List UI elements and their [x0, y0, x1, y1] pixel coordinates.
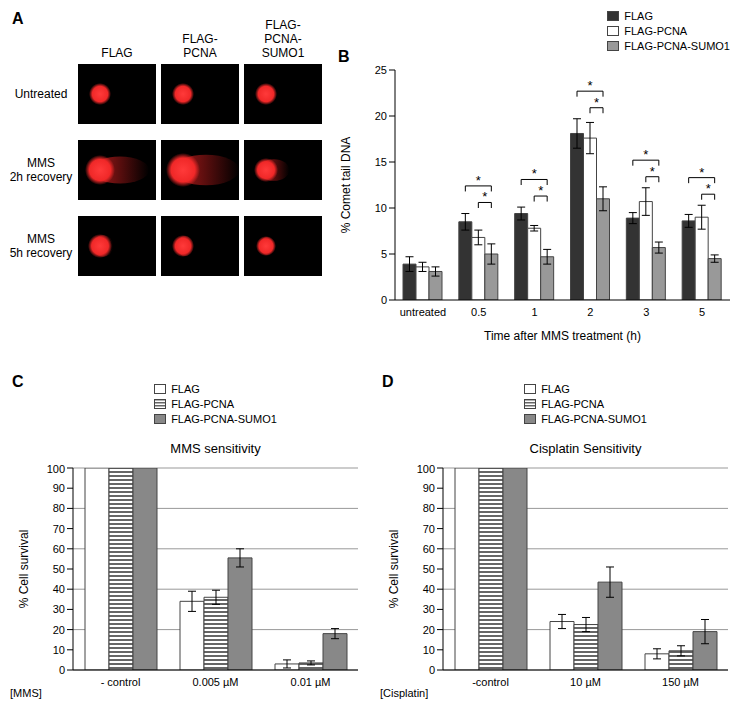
html-text:FLAG-PCNA: FLAG-PCNA [541, 397, 605, 410]
svg-text:70: 70 [53, 523, 65, 535]
svg-text:30: 30 [53, 603, 65, 615]
svg-text:150 µM: 150 µM [662, 676, 699, 688]
html-text:FLAG: FLAG [101, 46, 133, 60]
html-text:FLAG-PCNA-SUMO1: FLAG-PCNA-SUMO1 [171, 412, 277, 425]
html-text:2h recovery: 2h recovery [9, 170, 73, 184]
svg-text:60: 60 [423, 543, 435, 555]
html-text:PCNA: PCNA [183, 46, 217, 60]
html-text:FLAG-PCNA: FLAG-PCNA [624, 24, 688, 37]
html-text:MMS sensitivity: MMS sensitivity [170, 441, 261, 456]
svg-text:80: 80 [423, 502, 435, 514]
html-text:5h recovery: 5h recovery [9, 246, 73, 260]
svg-text:10: 10 [53, 644, 65, 656]
svg-text:*: * [482, 189, 487, 204]
svg-text:20: 20 [53, 624, 65, 636]
html-text:A: A [12, 10, 24, 27]
html-text:Untreated: Untreated [14, 87, 68, 101]
svg-text:3: 3 [643, 306, 649, 318]
svg-text:20: 20 [423, 624, 435, 636]
svg-text:*: * [643, 147, 648, 162]
svg-text:- control: - control [101, 676, 141, 688]
svg-text:5: 5 [699, 306, 705, 318]
svg-text:1: 1 [532, 306, 538, 318]
svg-text:*: * [587, 78, 592, 93]
svg-text:*: * [699, 165, 704, 180]
svg-text:30: 30 [423, 603, 435, 615]
html-text:PCNA-SUMO1: PCNA-SUMO1 [261, 32, 305, 60]
svg-text:0.01 µM: 0.01 µM [291, 676, 331, 688]
svg-text:40: 40 [423, 583, 435, 595]
svg-text:0.5: 0.5 [471, 306, 486, 318]
svg-text:90: 90 [53, 482, 65, 494]
svg-text:10: 10 [423, 644, 435, 656]
svg-text:25: 25 [375, 64, 387, 76]
html-text:MMS: MMS [27, 156, 55, 170]
svg-text:0: 0 [59, 664, 65, 676]
html-text:C: C [12, 373, 24, 390]
svg-text:5: 5 [381, 248, 387, 260]
html-text:FLAG-PCNA: FLAG-PCNA [171, 397, 235, 410]
html-text:FLAG-: FLAG- [182, 32, 218, 46]
svg-text:90: 90 [423, 482, 435, 494]
html-text:Cisplatin Sensitivity: Cisplatin Sensitivity [529, 441, 642, 456]
svg-text:70: 70 [423, 523, 435, 535]
svg-text:untreated: untreated [400, 306, 446, 318]
svg-text:100: 100 [417, 463, 435, 475]
svg-text:0.005 µM: 0.005 µM [192, 676, 238, 688]
svg-text:Time after MMS treatment (h): Time after MMS treatment (h) [484, 329, 641, 343]
svg-text:0: 0 [429, 664, 435, 676]
html-text:FLAG: FLAG [171, 382, 200, 395]
html-text:[Cisplatin]: [Cisplatin] [380, 687, 429, 699]
html-text:FLAG-PCNA-SUMO1: FLAG-PCNA-SUMO1 [541, 412, 647, 425]
svg-text:2: 2 [587, 306, 593, 318]
svg-text:0: 0 [381, 294, 387, 306]
svg-text:60: 60 [53, 543, 65, 555]
svg-text:50: 50 [423, 563, 435, 575]
svg-text:-control: -control [472, 676, 509, 688]
html-text:D: D [382, 373, 394, 390]
html-text:MMS: MMS [27, 232, 55, 246]
svg-text:10 µM: 10 µM [570, 676, 601, 688]
svg-text:% Cell survival: % Cell survival [17, 530, 31, 609]
html-text:FLAG-: FLAG- [265, 18, 301, 32]
svg-text:10: 10 [375, 202, 387, 214]
svg-text:*: * [532, 166, 537, 181]
svg-text:*: * [538, 183, 543, 198]
svg-text:40: 40 [53, 583, 65, 595]
svg-text:*: * [476, 173, 481, 188]
svg-text:100: 100 [47, 463, 65, 475]
svg-text:*: * [706, 181, 711, 196]
html-text:[MMS]: [MMS] [10, 687, 42, 699]
html-text:FLAG: FLAG [624, 9, 653, 22]
svg-text:80: 80 [53, 502, 65, 514]
svg-text:% Cell survival: % Cell survival [387, 530, 401, 609]
svg-text:20: 20 [375, 110, 387, 122]
html-text:FLAG: FLAG [541, 382, 570, 395]
html-text:B: B [338, 48, 350, 65]
svg-text:15: 15 [375, 156, 387, 168]
svg-text:*: * [594, 95, 599, 110]
svg-text:50: 50 [53, 563, 65, 575]
svg-text:*: * [650, 164, 655, 179]
html-text:FLAG-PCNA-SUMO1: FLAG-PCNA-SUMO1 [624, 39, 730, 52]
svg-text:% Comet tail DNA: % Comet tail DNA [339, 137, 353, 234]
